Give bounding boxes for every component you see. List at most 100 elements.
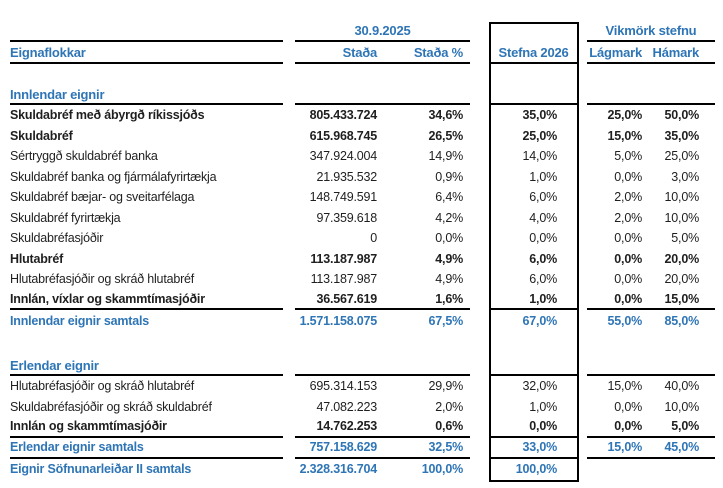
row-label: Skuldabréf fyrirtækja <box>10 210 121 225</box>
grand-total-row: Eignir Söfnunarleiðar II samtals 2.328.3… <box>10 459 715 480</box>
table-row: Innlán, víxlar og skammtímasjóðir 36.567… <box>10 290 715 310</box>
stada-value: 347.924.004 <box>309 149 378 164</box>
row-label: Hlutabréfasjóðir og skráð hlutabréf <box>10 379 195 394</box>
col-header-hamark: Hámark <box>652 42 715 64</box>
hamark-value: 15,0% <box>652 290 715 310</box>
section-title: Innlendar eignir <box>10 85 283 105</box>
hamark-value: 5,0% <box>652 417 715 438</box>
table-row: Hlutabréf 113.187.987 4,9% 6,0% 0,0% 20,… <box>10 249 715 270</box>
lagmark-value: 15,0% <box>607 379 643 394</box>
stefna-value: 14,0% <box>522 149 558 164</box>
stada-pct-value: 4,2% <box>435 210 463 225</box>
lagmark-value: 0,0% <box>614 231 642 246</box>
lagmark-value: 0,0% <box>614 169 642 184</box>
stada-pct-value: 29,9% <box>428 379 464 394</box>
lagmark-value: 2,0% <box>614 210 642 225</box>
section-header-innlendar: Innlendar eignir <box>10 85 715 105</box>
spacer <box>10 64 715 85</box>
stada-value: 757.158.629 <box>295 438 385 459</box>
hamark-value <box>652 459 715 480</box>
table-row: Hlutabréfasjóðir og skráð hlutabréf 695.… <box>10 376 715 397</box>
stada-value: 695.314.153 <box>309 379 378 394</box>
row-label: Skuldabréf banka og fjármálafyrirtækja <box>10 169 217 184</box>
col-header-stada: Staða <box>295 42 385 64</box>
subtotal-row-erlendar: Erlendar eignir samtals 757.158.629 32,5… <box>10 438 715 459</box>
stefna-value: 33,0% <box>490 438 577 459</box>
group-header-row: 30.9.2025 Vikmörk stefnu <box>10 20 715 42</box>
stefna-value: 67,0% <box>522 314 558 328</box>
row-label: Skuldabréf <box>10 128 73 143</box>
hamark-value: 85,0% <box>664 314 700 328</box>
stada-pct-value: 6,4% <box>435 190 463 205</box>
lagmark-value: 5,0% <box>614 149 642 164</box>
stada-pct-value: 100,0% <box>421 462 463 476</box>
hamark-value: 20,0% <box>664 272 700 287</box>
stada-value: 2.328.316.704 <box>299 462 378 476</box>
stefna-value: 0,0% <box>490 417 577 438</box>
stada-pct-value: 26,5% <box>428 128 464 143</box>
table-row: Skuldabréf með ábyrgð ríkissjóðs 805.433… <box>10 105 715 126</box>
hamark-value: 45,0% <box>652 438 715 459</box>
table-row: Innlán og skammtímasjóðir 14.762.253 0,6… <box>10 417 715 438</box>
lagmark-value: 15,0% <box>607 128 643 143</box>
lagmark-value: 2,0% <box>614 190 642 205</box>
stefna-value: 6,0% <box>529 190 557 205</box>
table-row: Hlutabréfasjóðir og skráð hlutabréf 113.… <box>10 269 715 290</box>
stada-value: 1.571.158.075 <box>299 314 378 328</box>
row-label: Innlán og skammtímasjóðir <box>10 417 283 438</box>
stada-pct-value: 1,6% <box>385 290 470 310</box>
lagmark-value: 0,0% <box>614 251 642 266</box>
stada-pct-value: 34,6% <box>428 108 464 123</box>
hamark-value: 10,0% <box>664 190 700 205</box>
stefna-value: 1,0% <box>529 399 557 414</box>
stada-value: 615.968.745 <box>309 128 378 143</box>
lagmark-value: 0,0% <box>614 399 642 414</box>
lagmark-value: 0,0% <box>587 417 652 438</box>
hamark-value: 3,0% <box>671 169 699 184</box>
stada-pct-value: 4,9% <box>435 272 463 287</box>
stada-value: 805.433.724 <box>309 108 378 123</box>
col-header-eignaflokkar: Eignaflokkar <box>10 42 283 64</box>
stada-pct-value: 32,5% <box>385 438 470 459</box>
table-row: Skuldabréf bæjar- og sveitarfélaga 148.7… <box>10 187 715 208</box>
row-label: Innlendar eignir samtals <box>10 314 149 328</box>
row-label: Skuldabréf bæjar- og sveitarfélaga <box>10 190 195 205</box>
row-label: Erlendar eignir samtals <box>10 438 283 459</box>
hamark-value: 5,0% <box>671 231 699 246</box>
subtotal-row-innlendar: Innlendar eignir samtals 1.571.158.075 6… <box>10 310 715 332</box>
stefna-value: 1,0% <box>529 169 557 184</box>
stada-value: 36.567.619 <box>295 290 385 310</box>
table-row: Skuldabréf 615.968.745 26,5% 25,0% 15,0%… <box>10 126 715 147</box>
hamark-value: 50,0% <box>664 108 700 123</box>
lagmark-value: 0,0% <box>614 272 642 287</box>
row-label: Eignir Söfnunarleiðar II samtals <box>10 462 192 476</box>
section-title: Erlendar eignir <box>10 356 283 376</box>
stefna-value: 6,0% <box>529 272 557 287</box>
stefna-value: 4,0% <box>529 210 557 225</box>
row-label: Skuldabréfasjóðir og skráð skuldabréf <box>10 399 212 414</box>
stada-pct-value: 67,5% <box>428 314 464 328</box>
stefna-value: 100,0% <box>515 462 557 476</box>
date-header: 30.9.2025 <box>295 20 470 42</box>
row-label: Skuldabréf með ábyrgð ríkissjóðs <box>10 108 205 123</box>
row-label: Hlutabréf <box>10 251 64 266</box>
stefna-value: 1,0% <box>490 290 577 310</box>
hamark-value: 25,0% <box>664 149 700 164</box>
row-label: Skuldabréfasjóðir <box>10 231 104 246</box>
stefna-value: 25,0% <box>522 128 558 143</box>
row-label: Sértryggð skuldabréf banka <box>10 149 158 164</box>
col-header-lagmark: Lágmark <box>587 42 652 64</box>
lagmark-value: 55,0% <box>607 314 643 328</box>
stefna-value: 32,0% <box>522 379 558 394</box>
lagmark-value <box>587 459 652 480</box>
stada-pct-value: 2,0% <box>435 399 463 414</box>
stefna-value: 0,0% <box>529 231 557 246</box>
stada-value: 148.749.591 <box>309 190 378 205</box>
lagmark-value: 0,0% <box>587 290 652 310</box>
table-row: Skuldabréfasjóðir 0 0,0% 0,0% 0,0% 5,0% <box>10 228 715 249</box>
label-column-spacer <box>10 20 283 42</box>
column-header-row: Eignaflokkar Staða Staða % Stefna 2026 L… <box>10 42 715 64</box>
table-row: Skuldabréf fyrirtækja 97.359.618 4,2% 4,… <box>10 208 715 229</box>
hamark-value: 40,0% <box>664 379 700 394</box>
hamark-value: 10,0% <box>664 399 700 414</box>
